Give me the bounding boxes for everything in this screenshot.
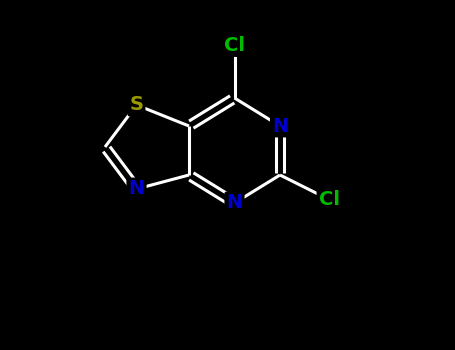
- Text: N: N: [272, 117, 288, 135]
- Text: N: N: [227, 194, 243, 212]
- Text: N: N: [128, 180, 145, 198]
- Text: Cl: Cl: [318, 190, 339, 209]
- Text: S: S: [130, 96, 143, 114]
- Text: Cl: Cl: [224, 36, 245, 55]
